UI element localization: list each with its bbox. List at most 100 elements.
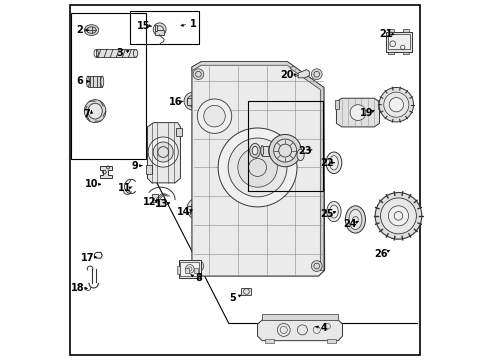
Circle shape — [274, 139, 296, 162]
Text: 13: 13 — [155, 199, 169, 210]
Bar — [335, 100, 339, 109]
Circle shape — [193, 261, 204, 271]
Bar — [96, 49, 136, 57]
Text: 26: 26 — [374, 248, 388, 258]
Circle shape — [148, 137, 178, 167]
Polygon shape — [192, 62, 324, 276]
Text: 8: 8 — [195, 273, 202, 283]
Text: 10: 10 — [85, 179, 98, 189]
Text: 19: 19 — [360, 108, 374, 118]
Bar — [265, 339, 274, 343]
Ellipse shape — [84, 100, 106, 123]
Circle shape — [184, 92, 202, 110]
Ellipse shape — [133, 49, 138, 57]
Ellipse shape — [345, 206, 366, 233]
Bar — [248, 101, 323, 192]
Text: 24: 24 — [343, 219, 356, 229]
Bar — [187, 98, 192, 105]
Text: 20: 20 — [281, 70, 294, 80]
Circle shape — [193, 69, 204, 80]
Circle shape — [389, 206, 409, 226]
Text: 5: 5 — [229, 293, 236, 303]
Circle shape — [197, 99, 232, 134]
Text: 6: 6 — [76, 76, 83, 86]
Text: 7: 7 — [83, 109, 90, 119]
Circle shape — [187, 95, 199, 107]
Polygon shape — [337, 98, 379, 127]
Circle shape — [191, 202, 205, 216]
Bar — [179, 260, 201, 278]
Ellipse shape — [261, 145, 264, 156]
Bar — [327, 339, 336, 343]
Text: 17: 17 — [81, 253, 95, 263]
Polygon shape — [147, 123, 180, 183]
Polygon shape — [258, 320, 343, 341]
Ellipse shape — [84, 25, 98, 36]
Circle shape — [187, 198, 208, 220]
Ellipse shape — [297, 149, 304, 161]
Ellipse shape — [326, 152, 342, 174]
Ellipse shape — [349, 210, 362, 229]
Ellipse shape — [101, 76, 104, 87]
Bar — [129, 12, 199, 44]
Bar — [262, 315, 338, 320]
Ellipse shape — [87, 76, 89, 87]
Polygon shape — [100, 166, 112, 178]
Bar — [159, 199, 166, 206]
Circle shape — [379, 87, 414, 122]
Polygon shape — [192, 62, 294, 71]
Bar — [155, 25, 157, 31]
Bar — [88, 76, 102, 87]
Text: 15: 15 — [137, 21, 150, 31]
Circle shape — [204, 105, 225, 127]
Bar — [176, 129, 182, 136]
Text: 14: 14 — [177, 207, 191, 217]
Text: 3: 3 — [116, 48, 123, 58]
Text: 2: 2 — [76, 25, 83, 35]
Bar — [388, 35, 410, 49]
Bar — [177, 266, 180, 274]
Bar — [388, 51, 394, 54]
Circle shape — [384, 92, 409, 117]
Text: 12: 12 — [143, 197, 157, 207]
Circle shape — [153, 23, 166, 36]
Circle shape — [389, 98, 403, 112]
Bar — [378, 100, 381, 109]
Text: 9: 9 — [131, 161, 138, 171]
Polygon shape — [298, 69, 310, 78]
Bar — [147, 165, 152, 174]
Text: 1: 1 — [190, 19, 196, 29]
Bar — [262, 145, 270, 156]
Bar — [71, 13, 147, 159]
Circle shape — [153, 142, 173, 162]
Text: 11: 11 — [118, 183, 132, 193]
Bar — [388, 30, 394, 32]
Bar — [187, 206, 191, 212]
Circle shape — [218, 128, 297, 207]
Circle shape — [311, 261, 322, 271]
Ellipse shape — [269, 145, 271, 156]
Ellipse shape — [327, 202, 341, 222]
Text: 25: 25 — [321, 209, 334, 219]
Polygon shape — [290, 66, 324, 270]
Ellipse shape — [88, 103, 102, 119]
Bar — [180, 262, 199, 276]
Circle shape — [228, 138, 287, 197]
Text: 4: 4 — [320, 323, 327, 333]
Bar — [194, 267, 197, 273]
Ellipse shape — [250, 143, 260, 158]
Bar — [386, 32, 413, 51]
Text: 21: 21 — [379, 29, 392, 39]
Text: 23: 23 — [298, 145, 312, 156]
Text: 22: 22 — [321, 158, 334, 168]
Circle shape — [350, 105, 366, 121]
Bar — [242, 288, 251, 296]
Bar — [152, 194, 158, 202]
Ellipse shape — [330, 156, 338, 170]
Circle shape — [311, 69, 322, 80]
Ellipse shape — [252, 146, 258, 155]
Bar — [185, 267, 189, 273]
Circle shape — [269, 134, 301, 167]
Ellipse shape — [330, 205, 338, 218]
Circle shape — [381, 198, 416, 234]
